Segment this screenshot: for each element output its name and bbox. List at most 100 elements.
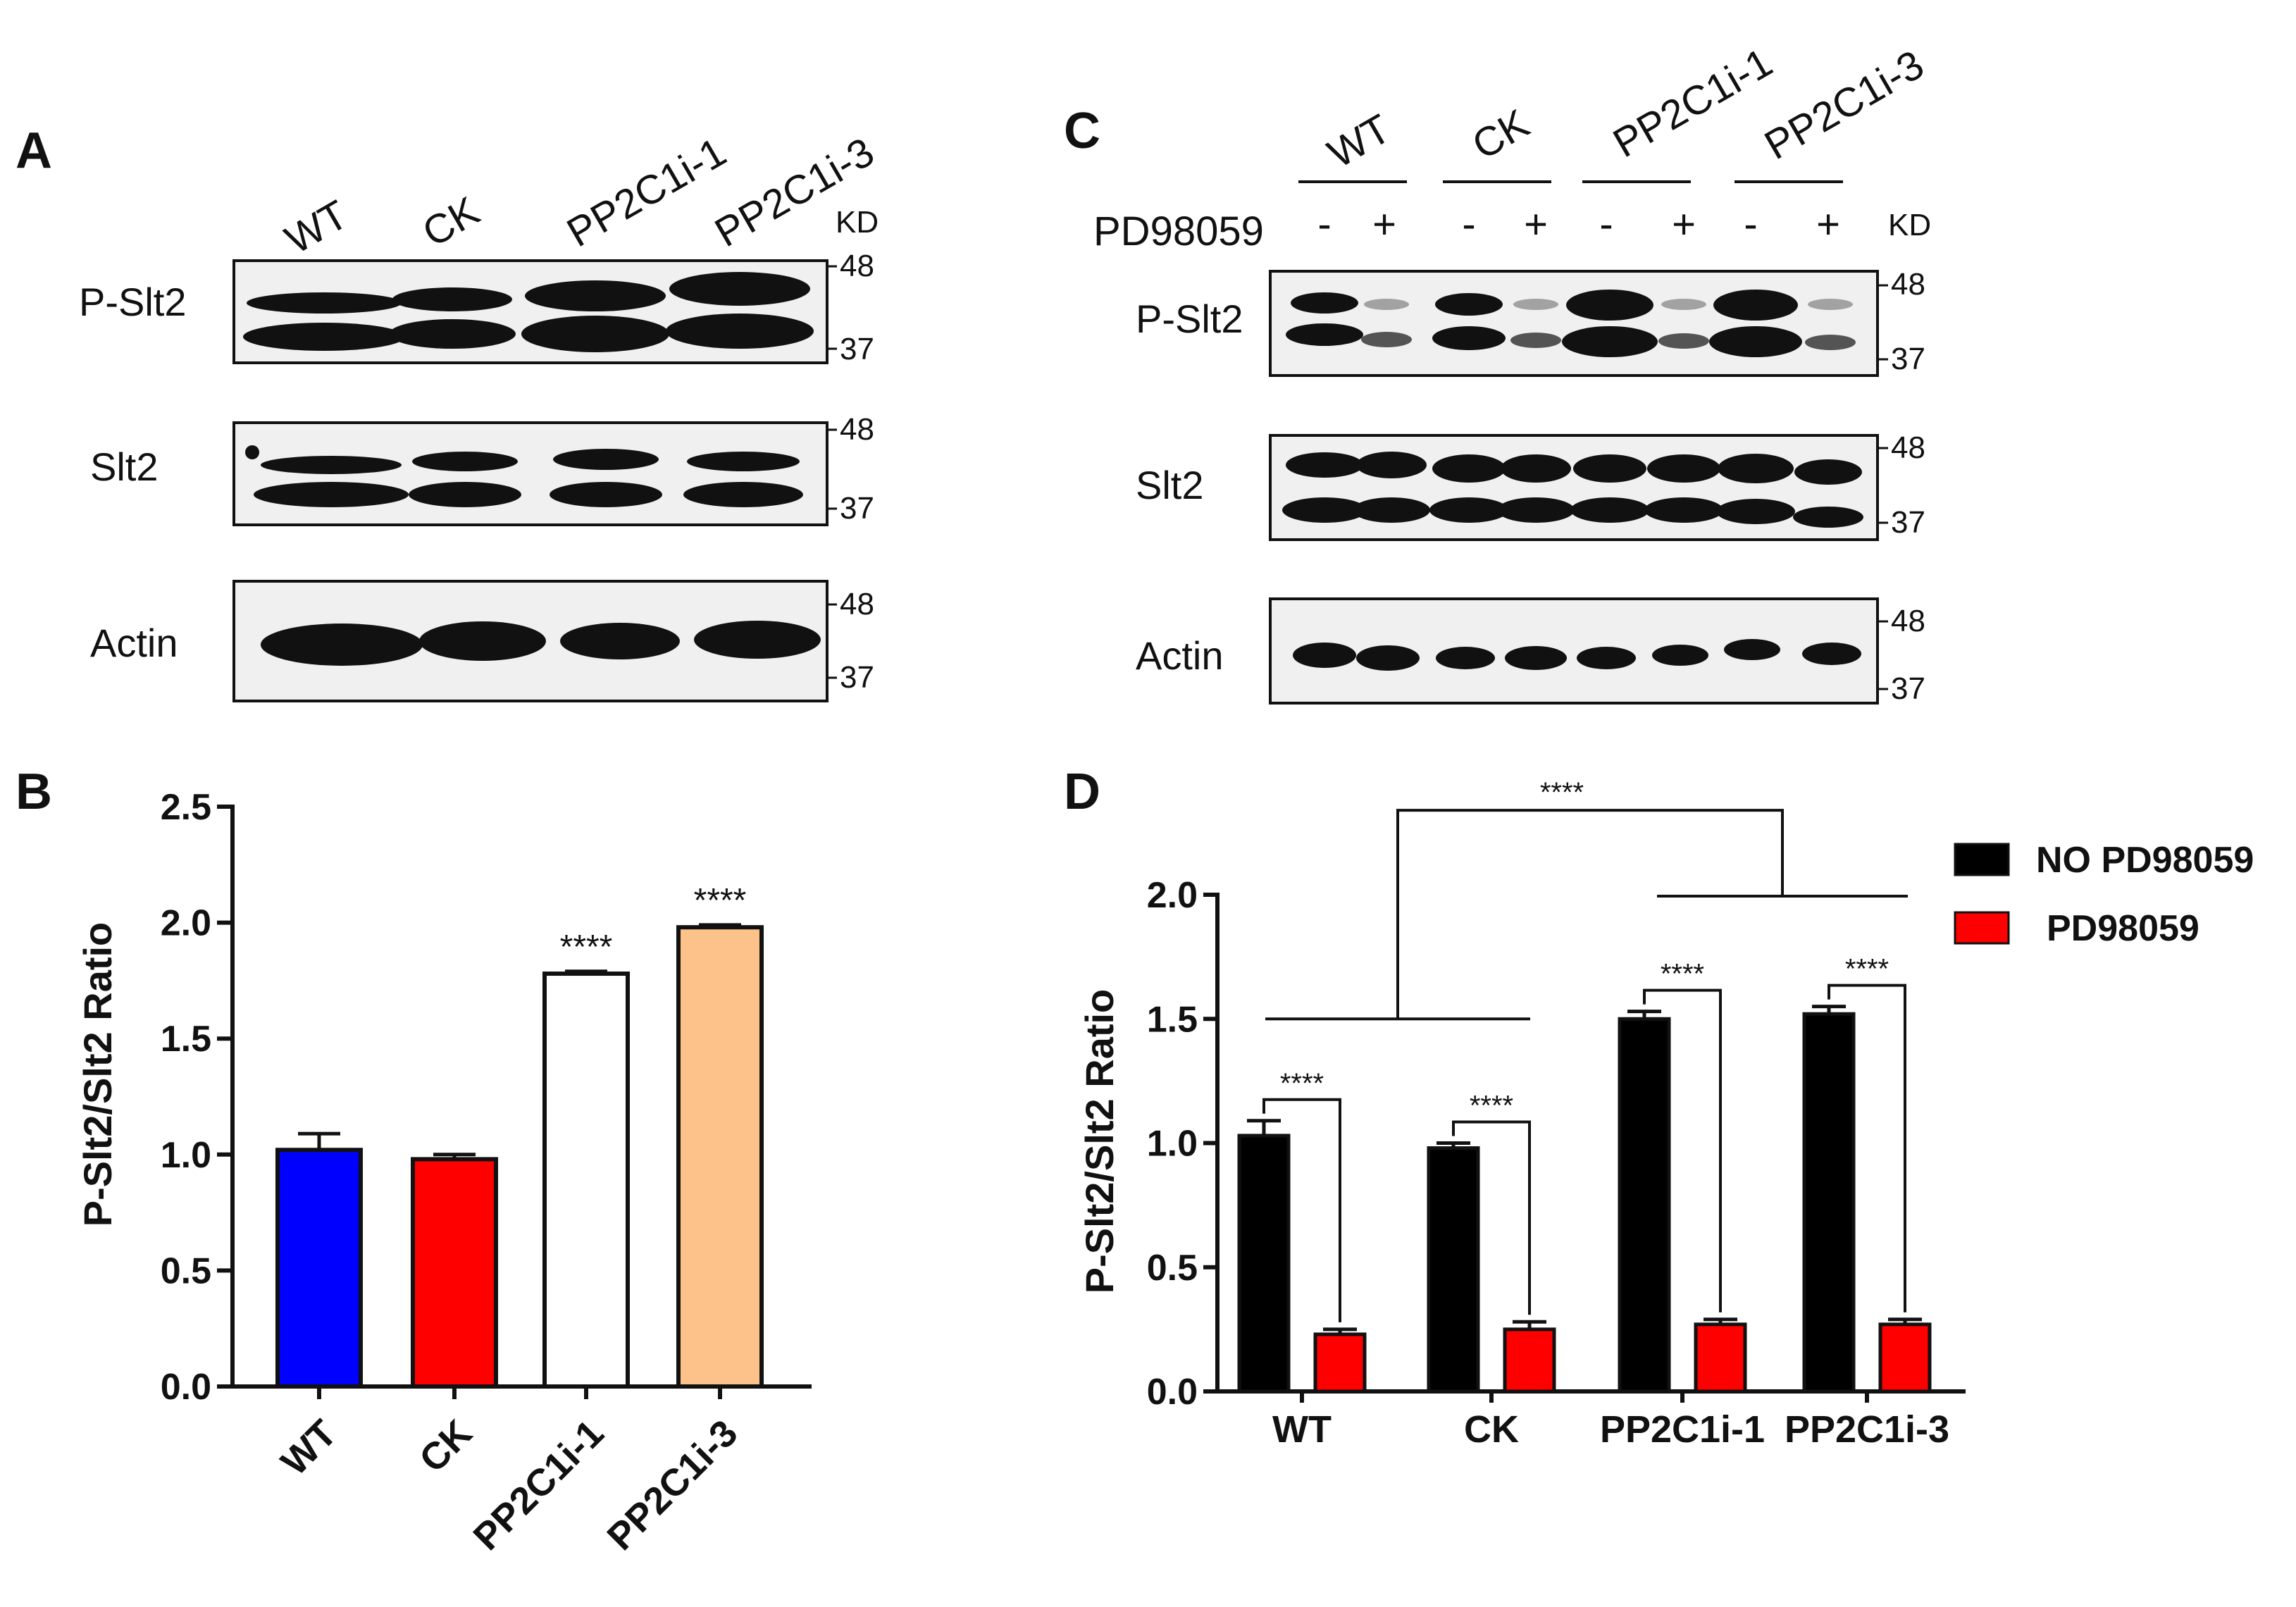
group-significance-bracket [1396, 809, 1784, 1019]
bar [1313, 1332, 1367, 1394]
significance-bracket [1828, 984, 1906, 1313]
band [1644, 497, 1723, 523]
lane-label-a-3: PP2C1i-1 [559, 129, 733, 256]
kd-marker-c-slt2-48: 48 [1891, 430, 1925, 465]
y-tick-label: 2.5 [161, 787, 211, 828]
band [560, 623, 680, 659]
band [1718, 454, 1794, 483]
bar [1427, 1146, 1480, 1394]
treatment-sign: - [1317, 201, 1331, 247]
band [1497, 497, 1575, 523]
panel-b-label: B [15, 764, 52, 820]
treatment-sign: + [1372, 201, 1396, 247]
band [1658, 333, 1709, 349]
bar [1237, 1134, 1291, 1394]
treatment-sign: - [1599, 201, 1613, 247]
band [1435, 293, 1503, 316]
bar [676, 925, 764, 1389]
panel-d-label: D [1064, 764, 1100, 820]
band [1573, 454, 1646, 483]
blot-label-a-pslt2: P-Slt2 [79, 280, 187, 324]
band [1353, 497, 1430, 523]
legend-label-pd98059: PD98059 [2047, 908, 2199, 949]
bar [1618, 1017, 1671, 1394]
legend-swatch-pd98059 [1954, 911, 2010, 945]
band [1577, 647, 1636, 669]
band [1361, 332, 1412, 347]
treatment-sign: + [1672, 201, 1696, 247]
band [1510, 333, 1561, 348]
band [1562, 326, 1658, 357]
significance-label: **** [694, 882, 747, 919]
bar [542, 972, 630, 1389]
bar [275, 1148, 363, 1389]
kd-marker-c-pslt2-48: 48 [1891, 267, 1925, 302]
band [694, 621, 821, 659]
band [1286, 323, 1363, 346]
group-significance-label: **** [1540, 777, 1584, 808]
band [419, 621, 546, 661]
significance-label: **** [1845, 954, 1889, 985]
y-tick-label: 1.5 [1147, 999, 1198, 1040]
band [1429, 497, 1508, 523]
significance-label: **** [560, 929, 613, 966]
band [1286, 452, 1363, 478]
band [1713, 290, 1798, 321]
band [1513, 299, 1558, 310]
band [261, 623, 423, 666]
blot-c-pslt2-bands [1286, 290, 1856, 357]
x-tick-label: WT [1272, 1408, 1332, 1451]
band [521, 316, 669, 352]
bar [1694, 1322, 1747, 1394]
band [1661, 299, 1706, 310]
blot-a-pslt2-bands [243, 272, 814, 352]
legend-label-no-pd98059: NO PD98059 [2036, 840, 2254, 881]
treatment-sign: + [1816, 201, 1840, 247]
band [669, 272, 810, 306]
blot-c-pslt2 [1269, 270, 1879, 377]
y-tick-label: 0.5 [161, 1251, 211, 1291]
band [1805, 335, 1856, 350]
panel-c: C WT CK PP2C1i-1 PP2C1i-3 PD98059 - + - … [1064, 39, 1931, 706]
y-tick-label: 1.0 [161, 1135, 211, 1176]
panel-a: A WT CK PP2C1i-1 PP2C1i-3 KD P-Slt2 48 3… [15, 123, 881, 702]
band [254, 482, 409, 507]
blot-a-slt2-bands [245, 445, 803, 507]
band [247, 292, 402, 314]
kd-label-c: KD [1888, 208, 1931, 242]
chart-b-ylabel: P-Slt2/Slt2 Ratio [75, 922, 120, 1227]
band [1364, 299, 1409, 310]
blot-label-c-pslt2: P-Slt2 [1136, 297, 1243, 341]
lane-label-a-2: CK [415, 188, 488, 256]
band [1291, 292, 1358, 314]
chart-b: 0.0 0.5 1.0 1.5 2.0 2.5 WT CK **** PP2C1i-1 **** PP… [161, 787, 812, 1558]
blot-a-actin-bands [261, 621, 821, 666]
x-tick-label: PP2C1i-3 [1785, 1408, 1949, 1451]
x-tick-label: WT [273, 1412, 345, 1484]
significance-label: **** [1470, 1091, 1513, 1122]
significance-bracket [1643, 988, 1722, 1313]
treatment-sign: - [1462, 201, 1475, 247]
y-tick-label: 0.0 [1147, 1372, 1198, 1413]
treatment-sign: + [1524, 201, 1548, 247]
band [1356, 645, 1420, 671]
treatment-signs-c: - + - + - + - + [1317, 201, 1840, 247]
band [1724, 639, 1780, 660]
band [1802, 643, 1861, 665]
lane-label-a-1: WT [278, 192, 356, 263]
chart-d: 0.0 0.5 1.0 1.5 2.0 WT **** CK **** PP2C1i-1 **** P… [1147, 777, 1966, 1451]
y-tick-label: 2.0 [161, 903, 211, 944]
band [409, 482, 521, 507]
y-tick-label: 1.5 [161, 1019, 211, 1060]
panel-d: D P-Slt2/Slt2 Ratio 0.0 0.5 1.0 1.5 2.0 WT ***… [1064, 764, 2254, 1451]
treatment-label-c: PD98059 [1093, 209, 1264, 254]
band [1709, 326, 1802, 357]
bar [1503, 1327, 1556, 1394]
band [687, 452, 800, 471]
significance-bracket [1452, 1120, 1531, 1315]
bar [1878, 1322, 1932, 1394]
kd-marker-a-pslt2-37: 37 [840, 332, 874, 366]
significance-label: **** [1661, 959, 1704, 990]
panel-c-label: C [1064, 103, 1100, 159]
band [683, 482, 803, 507]
